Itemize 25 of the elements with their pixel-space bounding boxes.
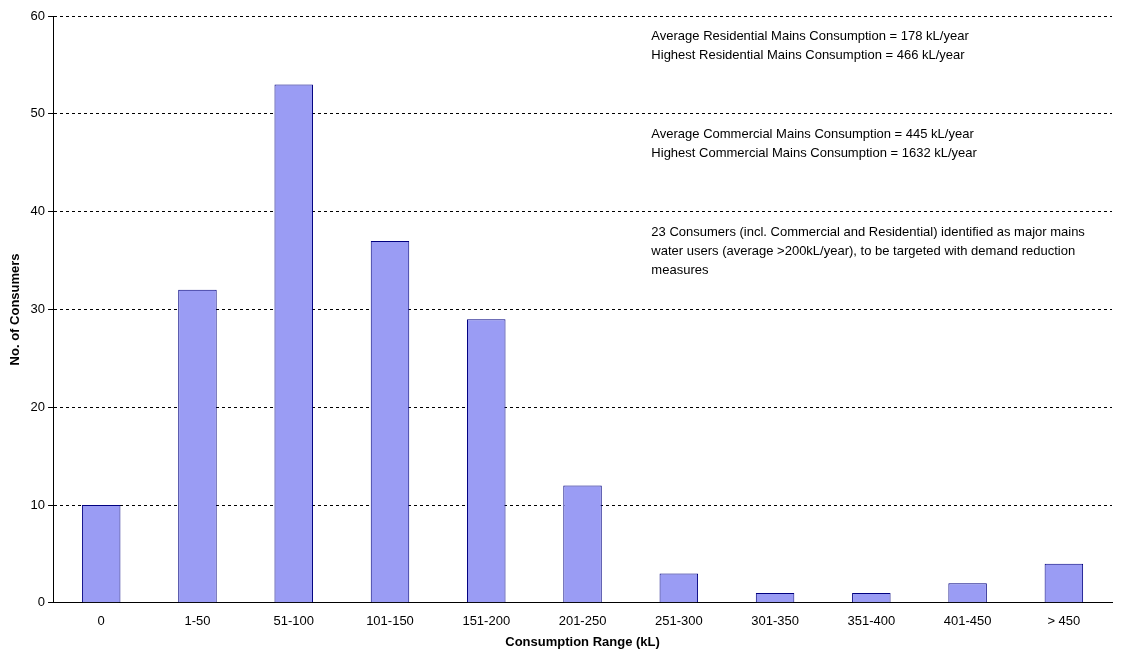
x-tick-label: 51-100 [273,613,314,629]
y-tick-label: 10 [30,496,46,512]
x-tick-label: 151-200 [462,613,511,629]
annotation: Average Commercial Mains Consumption = 445 kL/year [651,125,975,141]
y-tick-label: 40 [30,203,46,219]
x-tick-label: 201-250 [558,613,607,629]
x-tick-label: 0 [97,613,105,629]
x-tick-label: 351-400 [847,613,896,629]
y-axis-title: No. of Consumers [7,253,23,366]
y-tick-label: 60 [30,7,46,23]
annotation: Average Residential Mains Consumption = 178 kL/year [651,28,970,44]
y-tick-label: 30 [30,300,46,316]
x-tick-label: 301-350 [751,613,799,629]
annotation: Highest Commercial Mains Consumption = 1632 kL/year [651,144,978,160]
x-tick-label: 1-50 [184,613,211,629]
x-axis-title: Consumption Range (kL) [505,633,660,649]
x-tick-label: 251-300 [654,613,703,629]
annotation: Highest Residential Mains Consumption = 466 kL/year [651,47,966,63]
x-tick-label: 401-450 [943,613,992,629]
y-tick-label: 0 [37,594,46,610]
annotation: 23 Consumers (incl. Commercial and Residential) identified as major mains water users (average >200kL/year), to be targeted with demand reduction measures [650,223,1086,277]
y-tick-label: 50 [30,105,46,121]
x-tick-label: 101-150 [366,613,414,629]
y-tick-label: 20 [30,398,46,414]
x-tick-label: > 450 [1047,613,1081,629]
